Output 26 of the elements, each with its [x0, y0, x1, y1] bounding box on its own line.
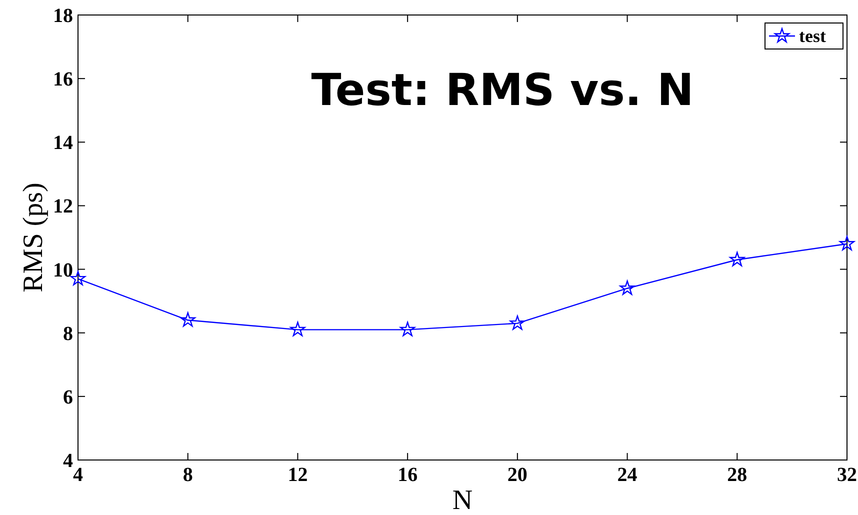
point	[180, 312, 196, 327]
y-axis-title: RMS (ps)	[18, 182, 49, 292]
text: Test: RMS vs. N	[311, 65, 694, 116]
point	[620, 280, 635, 295]
y-tick-label: 14	[53, 132, 73, 154]
point	[290, 322, 306, 336]
legend-label: test	[799, 26, 826, 46]
x-tick-label: 20	[507, 464, 528, 486]
y-tick-label: 10	[53, 259, 73, 282]
x-tick-label: 24	[617, 464, 638, 486]
y-tick-label: 6	[63, 386, 73, 408]
point	[730, 252, 745, 266]
point	[839, 236, 855, 250]
x-tick-label: 32	[837, 464, 857, 486]
point	[510, 315, 525, 330]
point	[400, 322, 416, 336]
y-tick-label: 16	[53, 68, 73, 91]
x-tick-label: 28	[727, 464, 748, 486]
x-tick-label: 12	[288, 464, 308, 486]
y-tick-label: 8	[63, 322, 73, 345]
y-tick-label: 18	[53, 5, 73, 27]
x-tick-label: 16	[398, 464, 418, 486]
x-axis-title: N	[452, 485, 473, 515]
y-tick-label: 12	[53, 196, 73, 218]
x-tick-label: 8	[182, 464, 193, 486]
y-tick-label: 4	[63, 450, 73, 472]
